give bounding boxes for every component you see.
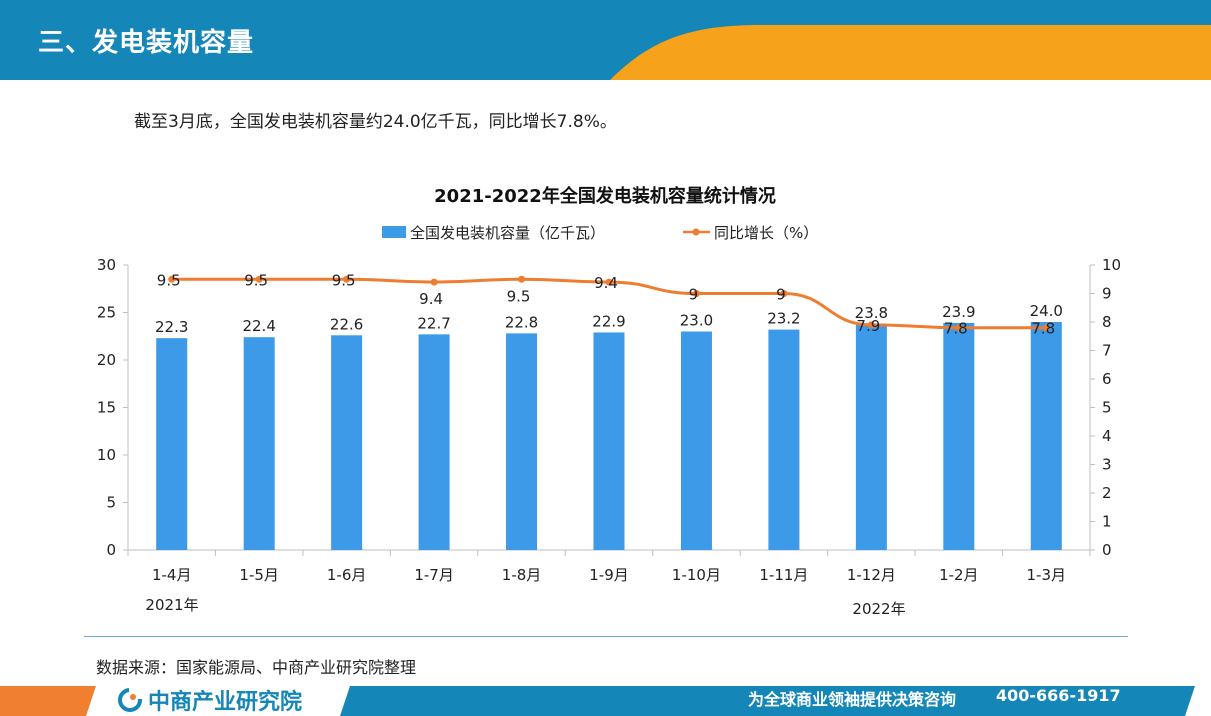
growth-value-label: 9.4 [594, 274, 618, 292]
left-tick-label: 15 [97, 399, 116, 417]
growth-value-label: 7.8 [1031, 320, 1055, 338]
right-tick-label: 2 [1102, 484, 1112, 502]
bar-value-label: 23.8 [855, 304, 888, 322]
header-bar: 三、发电装机容量 [0, 0, 1211, 80]
left-tick-label: 25 [97, 304, 116, 322]
source-divider [84, 636, 1128, 637]
x-tick-label: 1-11月 [759, 566, 808, 584]
bar-series [156, 322, 1062, 550]
right-tick-label: 0 [1102, 541, 1112, 559]
chart-title: 2021-2022年全国发电装机容量统计情况 [434, 185, 776, 207]
bar [506, 333, 538, 550]
growth-point [1042, 324, 1050, 332]
growth-value-label: 9.5 [332, 271, 356, 289]
right-tick-label: 5 [1102, 399, 1112, 417]
right-tick-label: 3 [1102, 456, 1112, 474]
growth-value-label: 9.5 [507, 287, 531, 305]
growth-point [168, 275, 176, 283]
bar [156, 338, 188, 550]
growth-point [867, 321, 875, 329]
bar [768, 329, 800, 550]
left-tick-label: 0 [106, 541, 116, 559]
footer-logo-text: 中商产业研究院 [148, 690, 303, 715]
header-accent-shape [610, 25, 1211, 80]
growth-value-label: 9.5 [157, 271, 181, 289]
legend-line-label: 同比增长（%） [714, 224, 818, 242]
bar [243, 337, 275, 550]
growth-point [605, 278, 613, 286]
page-title: 三、发电装机容量 [38, 28, 255, 58]
growth-value-label: 9 [776, 286, 786, 304]
left-tick-label: 20 [97, 351, 116, 369]
growth-point [430, 278, 438, 286]
bar [1030, 322, 1062, 550]
growth-point [518, 275, 526, 283]
bar-value-label: 23.9 [942, 303, 975, 321]
logo-mark-icon [118, 688, 142, 712]
left-tick-label: 5 [106, 494, 116, 512]
legend-bar-swatch [382, 226, 406, 238]
bar [593, 332, 625, 550]
bar [943, 322, 975, 550]
bar-data-labels: 22.3 22.4 22.6 22.7 22.8 22.9 23.0 23.2 23.8 23.9… [155, 302, 1063, 336]
right-tick-label: 1 [1102, 513, 1112, 531]
bar-value-label: 23.2 [767, 310, 800, 328]
x-tick-label: 1-5月 [239, 566, 279, 584]
bar-value-label: 22.7 [417, 314, 450, 332]
growth-point [780, 290, 788, 297]
x-tick-label: 1-9月 [589, 566, 629, 584]
right-tick-label: 10 [1102, 256, 1121, 274]
line-data-labels: 9.5 9.5 9.5 9.4 9.5 9.4 9 9 7.9 7.8 7.8 [157, 271, 1055, 337]
right-tick-label: 7 [1102, 342, 1112, 360]
bar-value-label: 22.8 [505, 313, 538, 331]
right-tick-label: 9 [1102, 285, 1112, 303]
line-series [168, 275, 1050, 332]
x-tick-label: 1-4月 [152, 566, 192, 584]
bar-value-label: 23.0 [680, 312, 713, 330]
bar-value-label: 22.6 [330, 315, 363, 333]
x-tick-label: 1-8月 [502, 566, 542, 584]
right-tick-label: 6 [1102, 370, 1112, 388]
year-label-2022: 2022年 [852, 600, 905, 618]
bar [680, 331, 712, 550]
x-tick-label: 1-6月 [327, 566, 367, 584]
growth-point [955, 324, 963, 332]
source-note: 数据来源：国家能源局、中商产业研究院整理 [96, 658, 417, 677]
growth-value-label: 9.4 [419, 290, 443, 308]
legend-line-marker [692, 228, 700, 236]
x-tick-label: 1-3月 [1027, 566, 1067, 584]
bar-value-label: 24.0 [1030, 302, 1063, 320]
growth-value-label: 9.5 [244, 271, 268, 289]
bar [331, 335, 363, 550]
footer-logo: 中商产业研究院 [118, 684, 302, 716]
summary-text: 截至3月底，全国发电装机容量约24.0亿千瓦，同比增长7.8%。 [134, 112, 617, 132]
growth-point [692, 290, 700, 297]
footer-slogan: 为全球商业领袖提供决策咨询 [748, 690, 957, 709]
x-tick-label: 1-2月 [939, 566, 979, 584]
footer-bar [0, 686, 1195, 716]
left-tick-label: 10 [97, 446, 116, 464]
bar-value-label: 22.3 [155, 318, 188, 336]
bar-value-label: 22.9 [592, 312, 625, 330]
legend-bar-label: 全国发电装机容量（亿千瓦） [410, 224, 605, 242]
right-tick-label: 8 [1102, 313, 1112, 331]
growth-point [343, 275, 351, 283]
x-tick-label: 1-7月 [414, 566, 454, 584]
bar-value-label: 22.4 [242, 317, 275, 335]
x-axis-labels: 1-4月 1-5月 1-6月 1-7月 1-8月 1-9月 1-10月 1-11月 1-12月 1… [152, 566, 1066, 584]
right-tick-label: 4 [1102, 427, 1112, 445]
year-label-2021: 2021年 [145, 596, 198, 614]
x-tick-label: 1-10月 [672, 566, 721, 584]
bar [418, 334, 450, 550]
footer-phone: 400-666-1917 [996, 686, 1121, 705]
growth-point [255, 275, 263, 283]
growth-value-label: 9 [689, 286, 699, 304]
growth-value-label: 7.8 [944, 320, 968, 338]
left-tick-label: 30 [97, 256, 116, 274]
growth-value-label: 7.9 [856, 317, 880, 335]
legend: 全国发电装机容量（亿千瓦） 同比增长（%） [382, 224, 818, 242]
x-tick-label: 1-12月 [847, 566, 896, 584]
bar [855, 323, 887, 550]
